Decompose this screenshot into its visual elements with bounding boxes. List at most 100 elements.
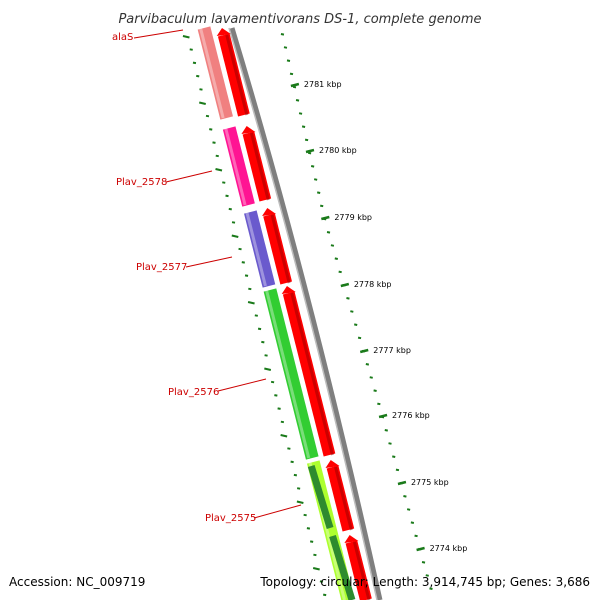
outer-tick-mark: [320, 204, 324, 208]
major-tick-mark: [397, 480, 407, 486]
cds-arrow-shade: [270, 214, 291, 284]
inner-tick-mark: [231, 221, 236, 224]
outer-tick-mark: [357, 336, 362, 340]
inner-tick-mark: [222, 181, 226, 184]
outer-tick-mark: [365, 363, 370, 366]
accession-text: Accession: NC_009719: [9, 575, 146, 589]
inner-tick-mark: [319, 580, 324, 583]
inner-tick-mark: [192, 61, 197, 65]
inner-tick-mark: [280, 420, 285, 424]
inner-tick-mark: [212, 141, 216, 144]
outer-tick-mark: [392, 455, 396, 458]
gene-label-Plav_2575: Plav_2575: [205, 513, 256, 524]
inner-tick-mark: [306, 527, 311, 530]
gene-label-leader: [253, 504, 302, 519]
outer-tick-mark: [316, 191, 321, 194]
major-tick-mark: [359, 348, 369, 354]
inner-tick-track: [182, 35, 327, 597]
inner-tick-mark: [209, 128, 213, 131]
outer-tick-mark: [410, 521, 415, 524]
inner-tick-mark: [182, 35, 190, 39]
major-tick-mark: [305, 148, 315, 154]
outer-tick-mark: [286, 59, 291, 62]
inner-tick-mark: [247, 301, 255, 305]
inner-tick-mark: [312, 567, 320, 571]
inner-tick-mark: [225, 194, 229, 198]
outer-tick-mark: [403, 495, 407, 498]
outer-tick-mark: [354, 323, 358, 326]
outer-tick-mark: [326, 231, 331, 234]
gene-bar-Plav_2578: [222, 126, 255, 207]
inner-tick-mark: [228, 207, 232, 211]
tick-labels: 2781 kbp 2780 kbp 2779 kbp 2778 kbp 2777 kbp…: [290, 80, 467, 553]
inner-tick-mark: [296, 487, 301, 490]
gene-label-leader: [165, 170, 213, 183]
inner-tick-mark: [309, 540, 314, 543]
inner-tick-mark: [196, 74, 200, 78]
inner-tick-mark: [313, 553, 317, 557]
cds-arrow-head: [344, 535, 359, 543]
gene-label-leader: [185, 256, 233, 268]
inner-tick-mark: [296, 500, 304, 504]
inner-tick-mark: [290, 460, 294, 464]
inner-tick-mark: [215, 168, 223, 172]
inner-tick-mark: [257, 327, 262, 331]
outer-tick-mark: [289, 72, 294, 76]
cds-arrow-head: [241, 126, 256, 134]
major-tick-mark: [416, 546, 425, 552]
inner-tick-mark: [244, 274, 249, 277]
inner-tick-mark: [274, 394, 278, 397]
gene-bar-shine: [245, 211, 267, 287]
outer-tick-mark: [292, 85, 297, 89]
cds-arrow-body: [282, 291, 336, 457]
outer-tick-mark: [280, 33, 285, 36]
inner-tick-mark: [264, 354, 268, 357]
inner-tick-mark: [199, 101, 206, 105]
outer-tick-mark: [304, 138, 309, 142]
major-tick-mark: [378, 413, 388, 419]
outer-tick-mark: [388, 442, 392, 445]
inner-tick-mark: [199, 88, 203, 91]
gene-track: [197, 26, 356, 600]
inner-tick-mark: [293, 473, 298, 477]
inner-tick-mark: [238, 247, 242, 251]
outer-tick-mark: [429, 587, 433, 590]
outer-tick-mark: [373, 389, 377, 392]
gene-bar-Plav_2576: [263, 288, 319, 460]
gene-bar-adjacent: [329, 534, 356, 600]
major-tick-mark: [340, 282, 350, 288]
inner-tick-mark: [215, 154, 219, 158]
major-tick-mark: [290, 82, 300, 88]
topology-text: Topology: circular; Length: 3,914,745 bp…: [260, 575, 590, 589]
outer-tick-mark: [330, 244, 335, 247]
map-title: Parvibaculum lavamentivorans DS-1, compl…: [118, 12, 481, 27]
gene-label-Plav_2577: Plav_2577: [136, 262, 187, 273]
cds-arrow-head: [281, 286, 296, 294]
outer-tick-mark: [283, 46, 288, 49]
gene-label-leader: [217, 378, 267, 392]
cds-arrow-head: [262, 208, 277, 216]
outer-tick-mark: [384, 429, 388, 432]
cds-arrow-head: [216, 28, 231, 36]
cds-arrow-shade: [334, 466, 353, 531]
gene-bar-shine: [199, 27, 225, 119]
tick-label: 2776 kbp: [392, 411, 430, 420]
inner-tick-mark: [254, 314, 258, 317]
inner-tick-mark: [248, 287, 252, 291]
inner-tick-mark: [189, 48, 193, 51]
outer-tick-mark: [421, 561, 426, 564]
tick-label: 2778 kbp: [354, 280, 392, 289]
tick-label: 2777 kbp: [373, 346, 411, 355]
gene-labels: alaS Plav_2578 Plav_2577 Plav_2576 Plav_2575: [112, 29, 302, 524]
genome-backbone-highlight: [228, 27, 378, 600]
outer-tick-mark: [406, 508, 411, 511]
inner-tick-mark: [280, 434, 288, 438]
inner-tick-mark: [231, 234, 239, 238]
inner-tick-mark: [323, 593, 327, 597]
inner-tick-mark: [261, 340, 265, 344]
gene-bar-Plav_2577: [244, 210, 276, 288]
cds-arrow-shade: [249, 132, 270, 201]
cds-arrow-body: [217, 33, 250, 117]
genome-backbone: [229, 27, 383, 600]
inner-tick-mark: [270, 380, 275, 384]
